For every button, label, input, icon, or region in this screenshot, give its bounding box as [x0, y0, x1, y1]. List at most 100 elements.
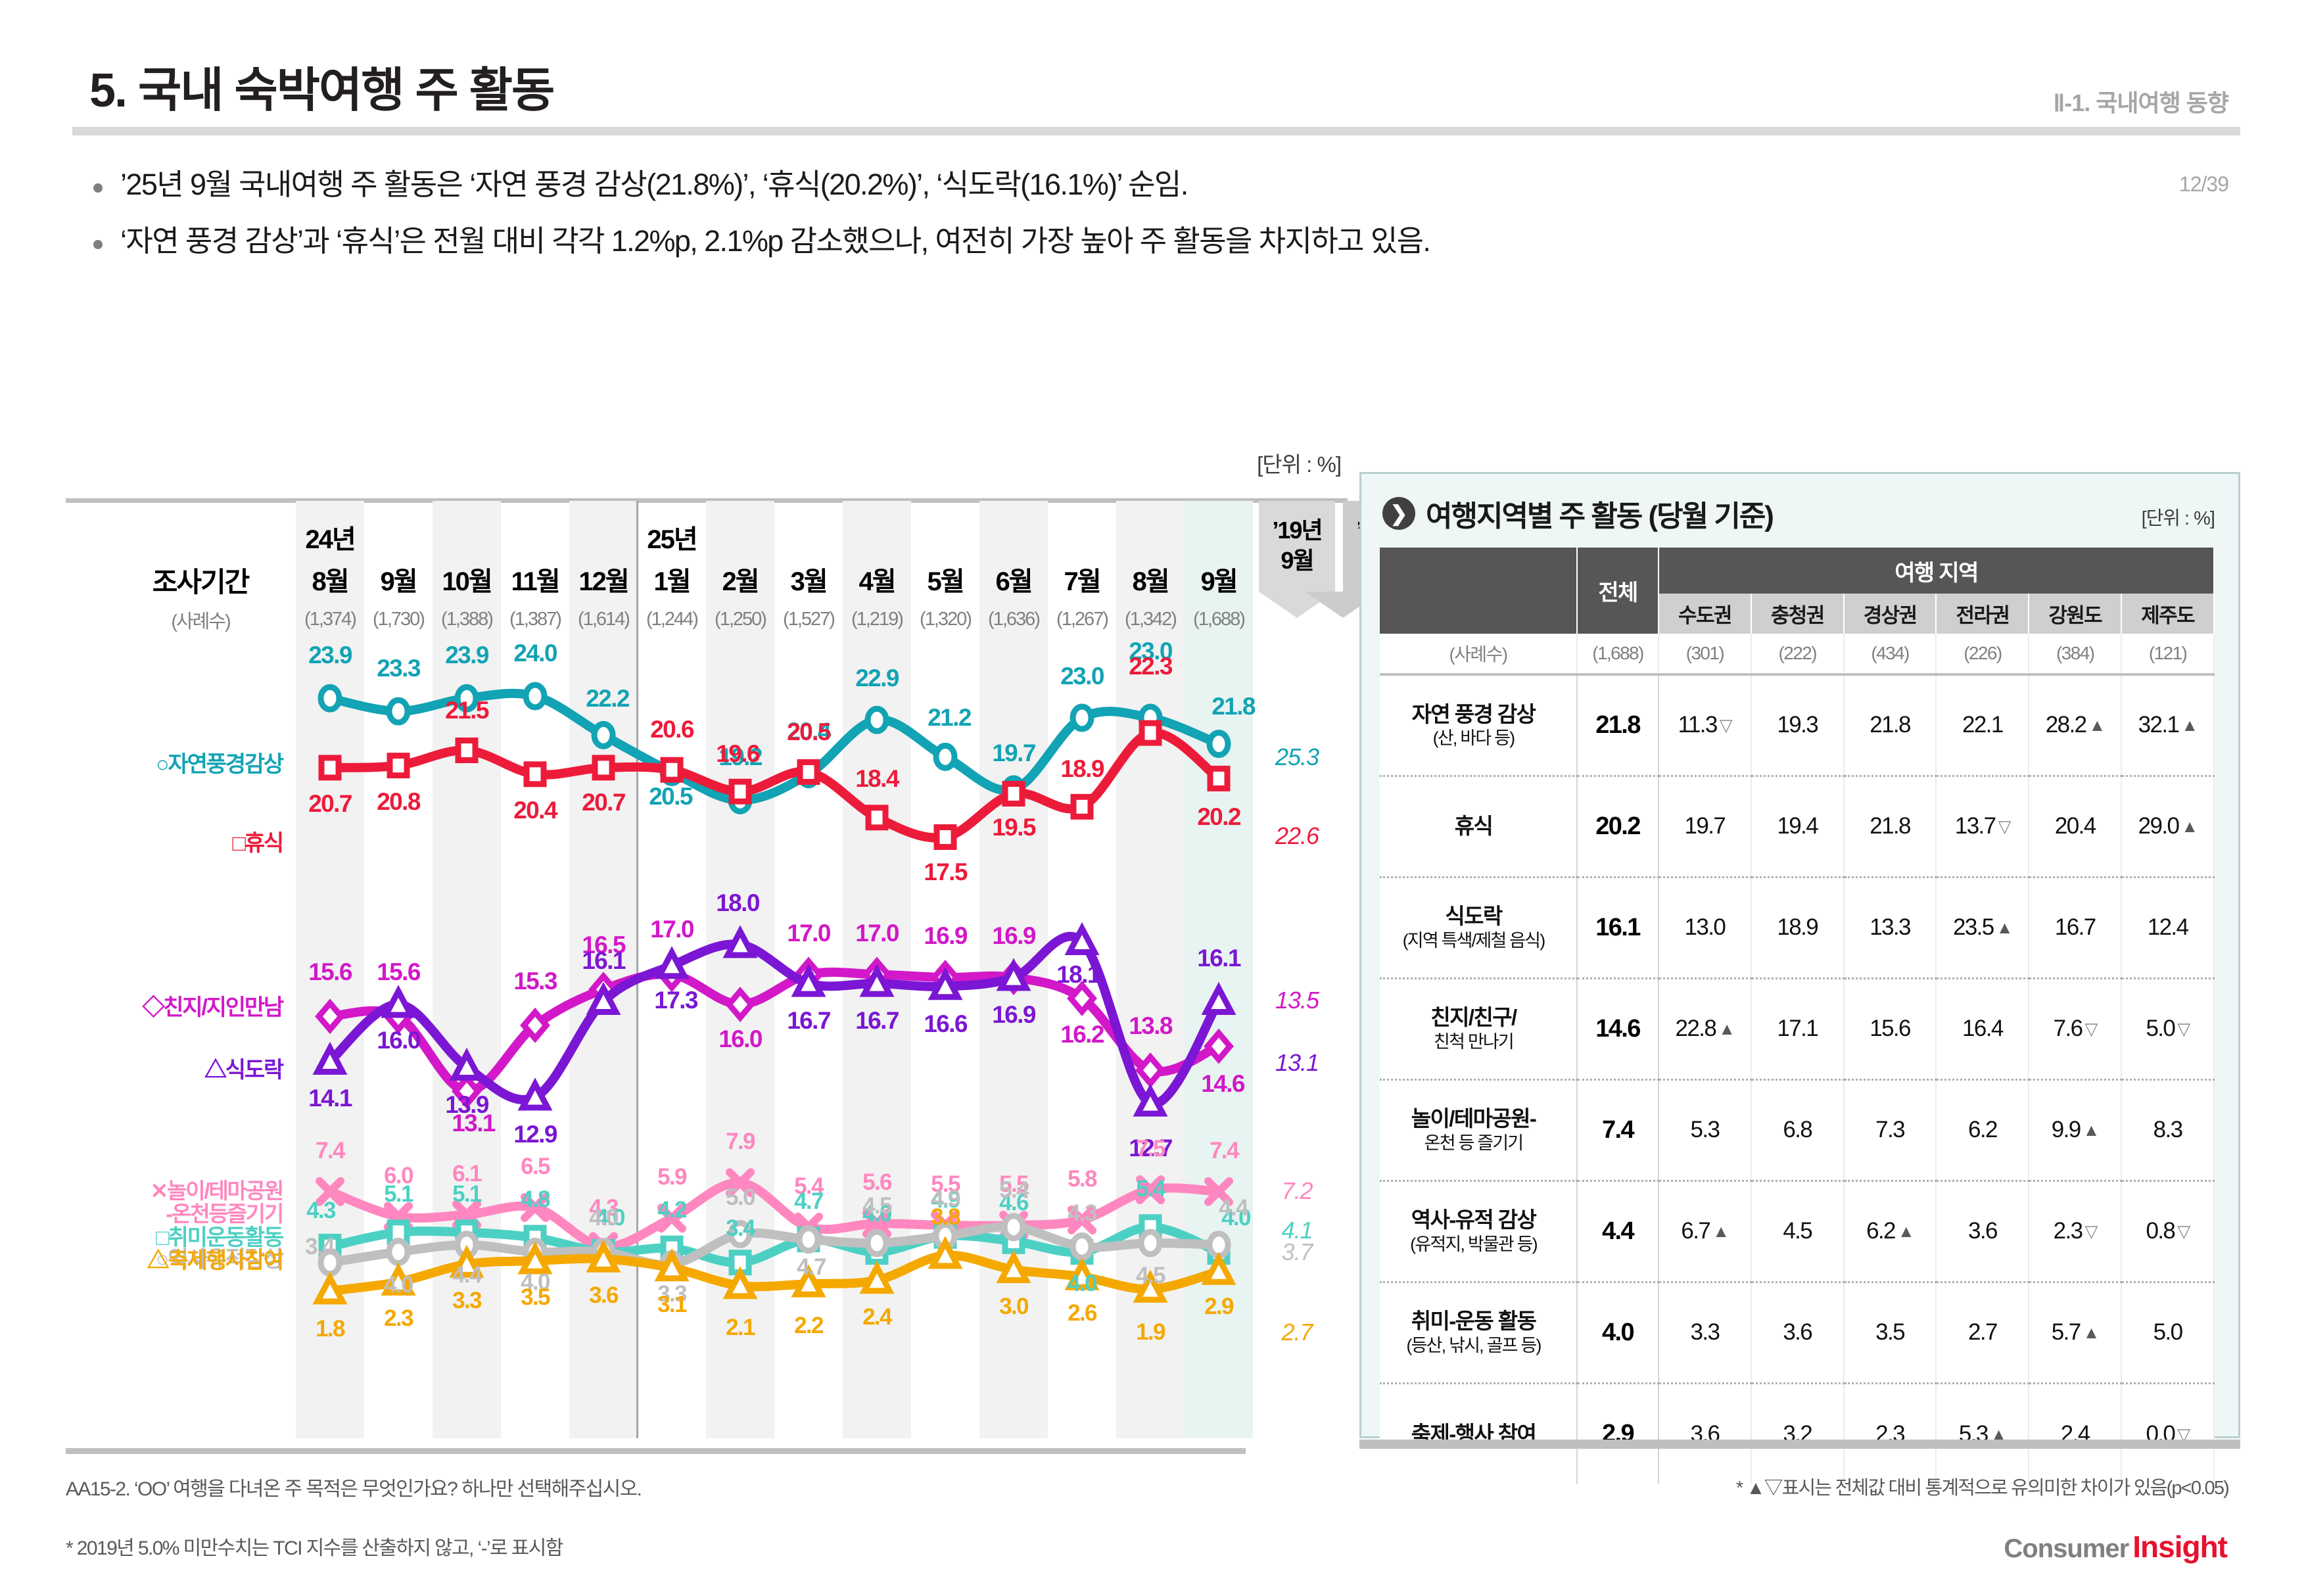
data-point-label: 17.0 — [787, 919, 831, 947]
data-point-label: 12.9 — [513, 1121, 557, 1148]
table-row-label: 역사-유적 감상 (유적지, 박물관 등) — [1380, 1181, 1578, 1283]
table-cell: 13.0 — [1659, 877, 1752, 979]
table-sample-size-value: (222) — [1751, 634, 1845, 676]
chart-month-label: 3월 — [790, 567, 828, 596]
series-line — [325, 688, 1223, 805]
data-point-label: 7.4 — [316, 1137, 345, 1163]
table-cell: 7.3 — [1843, 1079, 1937, 1182]
chart-footnote-1: AA15-2. ‘OO’ 여행을 다녀온 주 목적은 무엇인가요? 하나만 선택… — [66, 1478, 642, 1500]
series-legend-label: △식도락 — [204, 1058, 284, 1083]
table-cell: 16.4 — [1936, 978, 2030, 1081]
table-cell: 4.5 — [1751, 1181, 1845, 1283]
table-row-label: 식도락 (지역 특색/제철 음식) — [1380, 877, 1578, 979]
table-cell: 6.2 — [1936, 1079, 2030, 1182]
data-point-label: 2.4 — [862, 1303, 892, 1330]
region-activity-table: 전체 여행 지역 수도권 충청권 경상권 전라권 강원도 제주도 (사례수) (1,688)… — [1380, 548, 2215, 1484]
series-legend-label: □휴식 — [232, 831, 285, 856]
bullet-dot-icon — [93, 183, 103, 193]
data-point-label: 20.2 — [1197, 803, 1241, 831]
data-point-label: 16.1 — [1197, 945, 1241, 972]
data-point-label: 2.6 — [1068, 1300, 1097, 1326]
chart-month-label: 7월 — [1064, 567, 1101, 596]
data-point-label: 15.3 — [513, 967, 557, 995]
table-row: 축제-행사 참여 2.9 3.6 3.2 2.3 5.3 ▲ 2.4 0.0 ▽ — [1380, 1383, 2215, 1484]
table-sample-size-value: (384) — [2029, 634, 2123, 676]
data-point-label: 5.8 — [1068, 1165, 1097, 1192]
table-row: 놀이/테마공원- 온천 등 즐기기 7.4 5.3 6.8 7.3 6.2 9.9 ▲ 8.3 — [1380, 1079, 2215, 1182]
table-cell: 13.3 — [1843, 877, 1937, 979]
data-point-label: 20.7 — [582, 788, 626, 816]
chart-year-label: 24년 — [305, 525, 356, 554]
data-point-label: 6.5 — [521, 1154, 550, 1179]
table-total-value: 2.9 — [1577, 1383, 1659, 1484]
table-row-label: 자연 풍경 감상 (산, 바다 등) — [1380, 674, 1578, 777]
table-sample-size-row: (사례수) (1,688) (301) (222) (434) (226) (384) (12… — [1380, 634, 2215, 676]
chart-month-label: 8월 — [1132, 567, 1169, 596]
data-point-label: 20.4 — [787, 717, 831, 745]
chart-month-label: 12월 — [578, 567, 629, 596]
table-cell: 15.6 — [1843, 978, 1937, 1081]
th-region: 강원도 — [2029, 594, 2123, 634]
data-point-label: 16.2 — [1060, 1020, 1104, 1048]
ref-2019-value: 3.7 — [1281, 1238, 1313, 1265]
table-footnote: * ▲▽표시는 전체값 대비 통계적으로 유의미한 차이가 있음(p<0.05) — [1735, 1478, 2230, 1499]
table-cell: 5.3 ▲ — [1936, 1383, 2030, 1484]
data-point-label: 16.9 — [992, 922, 1036, 950]
data-point-label: 4.4 — [1219, 1194, 1248, 1221]
chart-sample-size: (1,614) — [578, 609, 630, 630]
table-cell: 9.9 ▲ — [2029, 1079, 2123, 1182]
data-point-label: 16.1 — [582, 947, 626, 975]
table-row: 취미-운동 활동 (등산, 낚시, 골프 등) 4.0 3.3 3.6 3.5 2.7 5.7… — [1380, 1282, 2215, 1384]
data-point-label: 3.1 — [657, 1291, 687, 1317]
data-point-label: 4.7 — [797, 1254, 826, 1280]
data-point-label: 19.5 — [992, 813, 1036, 841]
series-legend-label: □취미운동활동 — [156, 1225, 284, 1250]
series-legend-label: ✕놀이/테마공원 -온천등즐기기 — [150, 1179, 285, 1226]
region-activity-table-panel: ❯ 여행지역별 주 활동 (당월 기준) [단위 : %] 전체 여행 지역 수… — [1359, 472, 2240, 1484]
chart-sample-size: (1,342) — [1125, 609, 1177, 630]
series-line — [325, 1178, 1223, 1252]
chart-sample-size: (1,320) — [920, 609, 972, 630]
data-point-label: 4.0 — [862, 1200, 892, 1227]
table-row-label: 축제-행사 참여 — [1380, 1383, 1578, 1484]
table-header-row-1: 전체 여행 지역 — [1380, 548, 2215, 634]
ref-2019-value: 4.1 — [1281, 1217, 1313, 1244]
data-point-label: 2.3 — [384, 1305, 413, 1332]
data-point-label: 20.5 — [649, 782, 693, 810]
data-point-label: 23.0 — [1129, 638, 1173, 665]
table-total-value: 20.2 — [1577, 776, 1659, 878]
table-cell: 11.3 ▽ — [1659, 674, 1752, 777]
company-logo: Consumer Insight — [2004, 1529, 2228, 1564]
data-point-label: 4.9 — [931, 1186, 960, 1212]
data-point-label: 16.0 — [377, 1027, 421, 1054]
table-row: 역사-유적 감상 (유적지, 박물관 등) 4.4 6.7 ▲ 4.5 6.2 ▲ 3.6 2.3… — [1380, 1181, 2215, 1283]
chart-sample-size: (1,688) — [1193, 609, 1246, 630]
th-region: 충청권 — [1751, 594, 1845, 634]
table-cell: 5.7 ▲ — [2029, 1282, 2123, 1384]
data-point-label: 5.0 — [726, 1184, 755, 1210]
data-point-label: 20.6 — [650, 716, 694, 743]
table-cell: 3.6 — [1659, 1383, 1752, 1484]
chart-top-rule — [66, 498, 1348, 503]
data-point-label: 23.9 — [445, 642, 489, 669]
chart-month-label: 4월 — [859, 567, 896, 596]
data-point-label: 4.0 — [1068, 1270, 1097, 1296]
data-point-label: 5.6 — [862, 1169, 892, 1196]
data-point-label: 3.3 — [452, 1288, 482, 1314]
series-legend-label: ○자연풍경감상 — [156, 752, 284, 777]
table-cell: 2.3 ▽ — [2029, 1181, 2123, 1283]
data-point-label: 13.9 — [445, 1091, 489, 1118]
table-cell: 19.7 — [1659, 776, 1752, 878]
page-title: 5. 국내 숙박여행 주 활동 — [89, 64, 555, 117]
data-point-label: 5.5 — [931, 1171, 960, 1197]
data-point-label: 7.5 — [1136, 1136, 1165, 1162]
table-sample-size-value: (226) — [1936, 634, 2030, 676]
th-blank-corner — [1380, 548, 1578, 634]
data-point-label: 24.0 — [513, 640, 557, 667]
data-point-label: 2.2 — [794, 1313, 824, 1339]
table-row: 휴식 20.2 19.7 19.4 21.8 13.7 ▽ 20.4 29.0 ▲ — [1380, 776, 2215, 878]
bullet-dot-icon — [93, 239, 103, 249]
data-point-label: 21.2 — [928, 704, 972, 732]
table-total-value: 16.1 — [1577, 877, 1659, 979]
table-cell: 2.3 — [1843, 1383, 1937, 1484]
